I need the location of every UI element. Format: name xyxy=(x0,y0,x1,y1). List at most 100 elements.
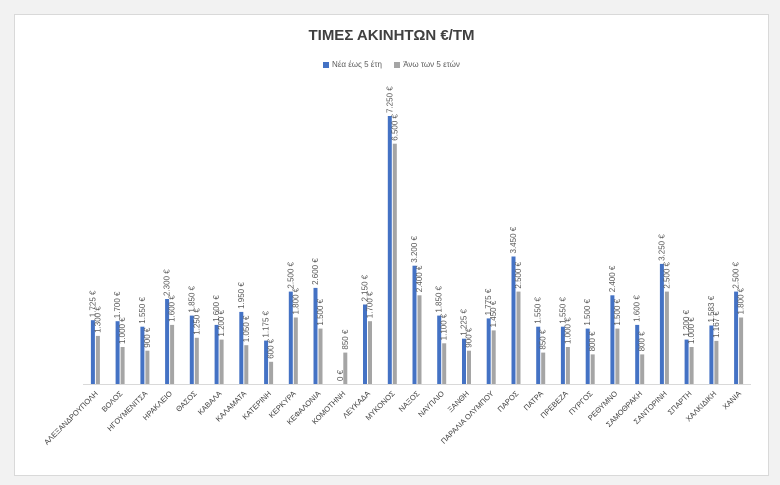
data-label-old-13: 2.400 € xyxy=(415,265,424,292)
bar-old-10 xyxy=(343,352,348,384)
data-label-old-26: 1.800 € xyxy=(737,287,746,314)
bar-new-20 xyxy=(585,328,590,384)
bar-new-22 xyxy=(635,324,640,384)
data-label-new-22: 1.600 € xyxy=(633,295,642,322)
legend-label-new: Νέα έως 5 έτη xyxy=(332,60,382,69)
data-label-new-23: 3.250 € xyxy=(657,234,666,261)
bar-old-12 xyxy=(392,143,397,384)
bar-old-8 xyxy=(293,317,298,384)
bar-new-23 xyxy=(659,263,664,384)
bar-new-13 xyxy=(412,265,417,384)
data-label-old-21: 1.500 € xyxy=(613,298,622,325)
bar-new-5 xyxy=(214,324,219,384)
category-label-0: ΑΛΕΞΑΝΔΡΟΥΠΟΛΗ xyxy=(42,389,100,447)
data-label-new-25: 1.583 € xyxy=(707,295,716,322)
legend-swatch-old xyxy=(394,61,401,68)
data-label-new-26: 2.500 € xyxy=(732,261,741,288)
data-label-new-7: 1.175 € xyxy=(262,310,271,337)
bar-old-18 xyxy=(541,352,546,384)
bar-old-25 xyxy=(714,340,719,384)
data-label-new-6: 1.950 € xyxy=(237,282,246,309)
data-label-old-22: 800 € xyxy=(638,331,647,352)
bar-new-9 xyxy=(313,287,318,384)
category-label-14: ΝΑΥΠΛΙΟ xyxy=(416,389,446,419)
bar-old-15 xyxy=(467,350,471,384)
data-label-new-18: 1.550 € xyxy=(534,296,543,323)
data-label-new-17: 3.450 € xyxy=(509,226,518,253)
legend: Νέα έως 5 έτη Άνω των 5 ετών xyxy=(15,60,768,69)
bar-new-19 xyxy=(560,326,565,384)
data-label-old-4: 1.250 € xyxy=(192,308,201,335)
data-label-old-6: 1.050 € xyxy=(242,315,251,342)
data-label-new-4: 1.850 € xyxy=(187,285,196,312)
data-label-old-9: 1.500 € xyxy=(316,298,325,325)
data-label-old-0: 1.300 € xyxy=(93,306,102,333)
bar-old-20 xyxy=(590,354,595,384)
legend-swatch-new xyxy=(323,61,330,68)
data-label-new-1: 1.700 € xyxy=(113,291,122,318)
bar-new-4 xyxy=(189,315,194,384)
bar-old-3 xyxy=(170,324,175,384)
data-label-old-19: 1.000 € xyxy=(563,317,572,344)
bar-old-5 xyxy=(219,339,224,384)
data-label-old-11: 1.700 € xyxy=(366,291,375,318)
data-label-new-19: 1.550 € xyxy=(558,296,567,323)
bar-old-11 xyxy=(368,321,372,384)
bar-old-24 xyxy=(689,347,694,384)
bar-new-16 xyxy=(486,318,491,384)
bar-new-26 xyxy=(734,291,739,384)
data-label-new-11: 2.150 € xyxy=(361,274,370,301)
data-label-new-16: 1.775 € xyxy=(484,288,493,315)
data-label-old-15: 900 € xyxy=(465,327,474,348)
bar-old-17 xyxy=(516,291,521,384)
data-label-new-5: 1.600 € xyxy=(212,295,221,322)
bar-new-12 xyxy=(387,116,392,384)
data-label-new-14: 1.850 € xyxy=(435,285,444,312)
data-label-new-10: 0 € xyxy=(336,369,345,381)
data-label-old-1: 1.000 € xyxy=(118,317,127,344)
data-label-new-8: 2.500 € xyxy=(286,261,295,288)
data-label-new-9: 2.600 € xyxy=(311,258,320,285)
bar-old-14 xyxy=(442,343,447,384)
data-label-old-20: 800 € xyxy=(588,331,597,352)
data-label-old-24: 1.000 € xyxy=(687,317,696,344)
bar-old-21 xyxy=(615,328,620,384)
category-label-26: ΧΑΝΙΑ xyxy=(721,389,743,411)
data-label-new-3: 2.300 € xyxy=(163,269,172,296)
data-label-new-24: 1.200 € xyxy=(682,309,691,336)
data-label-new-15: 1.225 € xyxy=(460,308,469,335)
bar-new-2 xyxy=(140,326,145,384)
data-label-old-12: 6.500 € xyxy=(390,113,399,140)
bar-new-25 xyxy=(709,325,714,384)
bar-old-6 xyxy=(244,345,249,384)
data-label-old-17: 2.500 € xyxy=(514,261,523,288)
bar-new-6 xyxy=(239,311,244,384)
bar-new-18 xyxy=(536,326,541,384)
bar-old-22 xyxy=(640,354,645,384)
data-label-new-12: 7.250 € xyxy=(385,86,394,113)
data-label-new-0: 1.725 € xyxy=(88,290,97,317)
legend-item-old: Άνω των 5 ετών xyxy=(394,60,460,69)
data-label-new-20: 1.500 € xyxy=(583,298,592,325)
data-label-old-23: 2.500 € xyxy=(662,261,671,288)
bar-new-21 xyxy=(610,295,615,384)
bar-old-9 xyxy=(318,328,323,384)
bar-old-1 xyxy=(120,347,125,384)
data-label-old-16: 1.450 € xyxy=(489,300,498,327)
category-label-18: ΠΑΤΡΑ xyxy=(522,389,545,412)
bar-old-2 xyxy=(145,350,150,384)
bar-new-7 xyxy=(264,340,269,384)
data-label-new-2: 1.550 € xyxy=(138,296,147,323)
legend-item-new: Νέα έως 5 έτη xyxy=(323,60,382,69)
data-label-old-25: 1.167 € xyxy=(712,311,721,338)
data-label-old-8: 1.800 € xyxy=(291,287,300,314)
data-label-old-10: 850 € xyxy=(341,329,350,350)
data-label-new-13: 3.200 € xyxy=(410,235,419,262)
data-label-old-2: 900 € xyxy=(143,327,152,348)
bar-old-23 xyxy=(664,291,669,384)
bar-new-17 xyxy=(511,256,516,384)
bar-new-8 xyxy=(288,291,293,384)
bar-old-7 xyxy=(269,361,274,384)
bar-old-16 xyxy=(491,330,496,384)
